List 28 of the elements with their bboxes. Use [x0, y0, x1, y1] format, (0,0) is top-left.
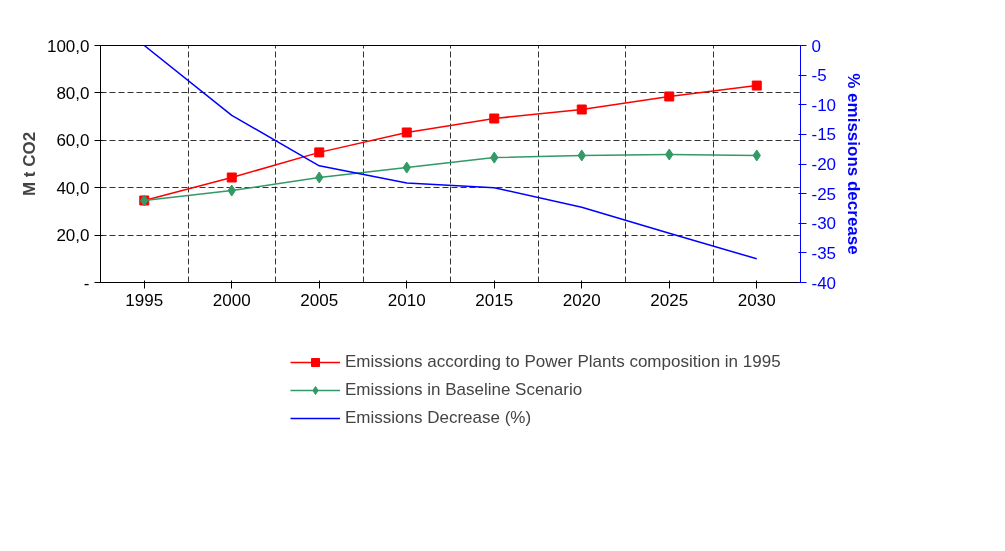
y2-tick-label: -15: [811, 125, 837, 145]
x-tick-label: 2000: [212, 290, 251, 310]
y2-tick-label: -5: [811, 66, 827, 86]
legend-label: Emissions according to Power Plants composition in 1995: [345, 352, 781, 372]
x-tick-label: 2025: [650, 290, 689, 310]
x-tick-label: 2010: [387, 290, 426, 310]
x-tick-label: 2020: [562, 290, 601, 310]
y-tick-label: -: [83, 273, 90, 293]
x-tick-label: 1995: [125, 290, 164, 310]
y2-tick-label: -10: [811, 95, 837, 115]
y-axis-title: M t CO2: [19, 131, 39, 197]
legend-label: Emissions in Baseline Scenario: [345, 380, 583, 400]
y-tick-label: 20,0: [56, 226, 90, 246]
y2-axis-title: % emissions decrease: [844, 73, 864, 255]
y2-tick-label: -25: [811, 184, 837, 204]
x-tick-label: 2030: [737, 290, 776, 310]
y-tick-label: 60,0: [56, 131, 90, 151]
legend-label: Emissions Decrease (%): [345, 408, 532, 428]
y2-tick-label: -20: [811, 155, 837, 174]
y2-tick-label: 0: [811, 36, 821, 56]
y-tick-label: 40,0: [56, 178, 90, 198]
y-tick-label: 80,0: [56, 83, 90, 103]
y2-tick-label: -40: [811, 273, 837, 293]
y2-tick-label: -35: [811, 243, 837, 263]
y2-tick-label: -30: [811, 214, 837, 234]
y-tick-label: 100,0: [46, 36, 90, 56]
x-tick-label: 2015: [475, 290, 514, 310]
x-tick-label: 2005: [300, 290, 339, 310]
